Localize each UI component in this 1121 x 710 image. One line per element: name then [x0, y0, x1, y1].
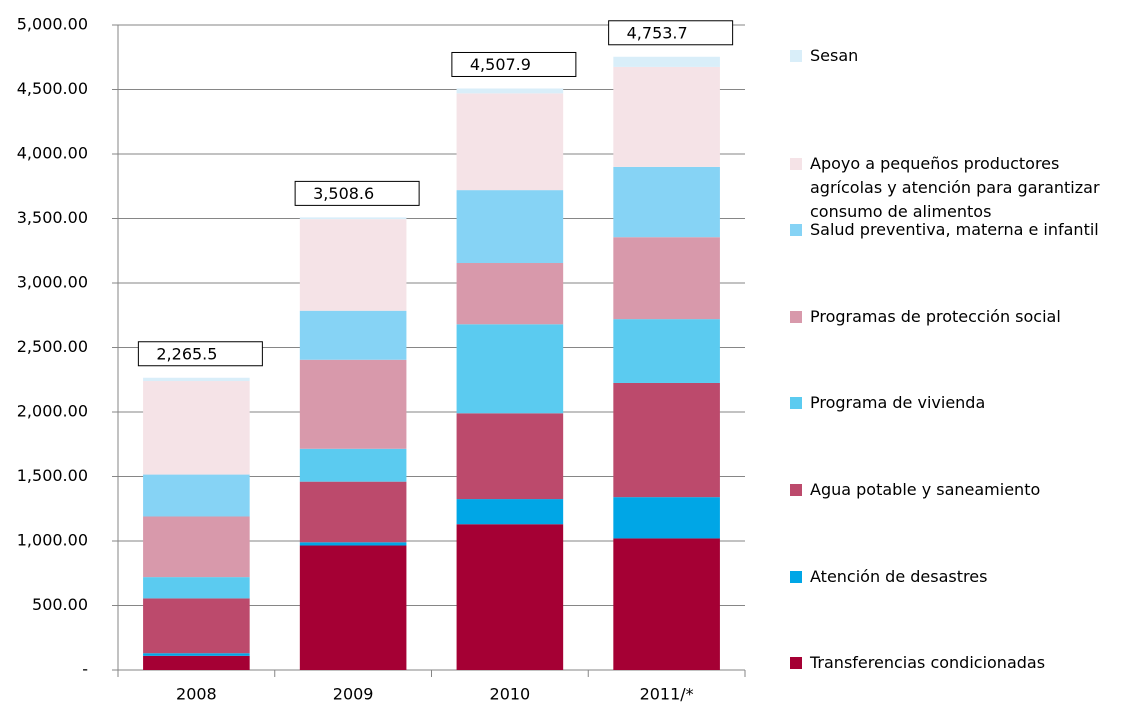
legend-item: Programa de vivienda [790, 391, 1110, 415]
y-tick-label: 1,000.00 [17, 531, 88, 550]
bar-segment [613, 497, 720, 539]
bar-segment [299, 542, 407, 546]
bar-segment [143, 474, 250, 517]
legend-label: Agua potable y saneamiento [810, 480, 1041, 499]
legend-swatch [790, 50, 802, 62]
bar-segment [143, 598, 250, 654]
legend-swatch [790, 158, 802, 170]
bar-segment [613, 166, 720, 238]
legend-item: Atención de desastres [790, 565, 1110, 589]
bar-segment [456, 524, 564, 670]
bar-segment [143, 516, 250, 578]
legend-item: Programas de protección social [790, 305, 1110, 329]
bar-segment [299, 310, 407, 360]
legend-label: Sesan [810, 46, 859, 65]
legend-item: Apoyo a pequeños productores agrícolas y… [790, 152, 1110, 224]
bar-segment [299, 219, 407, 311]
bar-segment [143, 381, 250, 475]
total-label: 4,753.7 [627, 23, 688, 42]
bar-segment [456, 413, 564, 500]
bar-segment [613, 56, 720, 67]
bar-segment [613, 66, 720, 167]
total-label: 3,508.6 [313, 184, 374, 203]
x-tick-label: 2008 [176, 685, 217, 704]
bar-segment [613, 319, 720, 383]
legend-item: Agua potable y saneamiento [790, 478, 1110, 502]
y-tick-label: 1,500.00 [17, 466, 88, 485]
bar-segment [456, 263, 564, 325]
bar-segment [143, 577, 250, 599]
total-label: 2,265.5 [156, 344, 217, 363]
legend-label: Programas de protección social [810, 307, 1061, 326]
x-tick-label: 2009 [333, 685, 374, 704]
bar-segment [456, 499, 564, 525]
legend-swatch [790, 311, 802, 323]
bar-segment [456, 190, 564, 264]
y-tick-label: 5,000.00 [17, 15, 88, 34]
legend-label: Transferencias condicionadas [810, 653, 1046, 672]
bar-segment [299, 545, 407, 670]
bar-segment [456, 93, 564, 191]
legend-label: Atención de desastres [810, 567, 988, 586]
x-tick-label: 2011/* [640, 685, 694, 704]
y-tick-label: 4,500.00 [17, 79, 88, 98]
legend-item: Transferencias condicionadas [790, 651, 1110, 675]
y-tick-label: 3,000.00 [17, 273, 88, 292]
bar-segment [143, 377, 250, 382]
bar-segment [456, 324, 564, 414]
legend-swatch [790, 224, 802, 236]
total-box [608, 20, 734, 46]
bar-segment [143, 653, 250, 656]
bar-segment [299, 217, 407, 220]
legend-label: Salud preventiva, materna e infantil [810, 220, 1099, 239]
bar-segment [613, 538, 720, 670]
bar-segment [613, 382, 720, 498]
x-tick-label: 2010 [490, 685, 531, 704]
total-box [294, 180, 420, 206]
y-tick-label: 4,000.00 [17, 144, 88, 163]
y-tick-label: - [82, 660, 88, 679]
legend-swatch [790, 397, 802, 409]
y-tick-label: 2,500.00 [17, 337, 88, 356]
legend-label: Programa de vivienda [810, 393, 986, 412]
legend-label: Apoyo a pequeños productores agrícolas y… [810, 154, 1100, 221]
bar-segment [143, 655, 250, 670]
legend-swatch [790, 571, 802, 583]
total-box [137, 341, 263, 367]
bar-segment [299, 359, 407, 449]
bar-segment [456, 88, 564, 94]
legend-swatch [790, 657, 802, 669]
bar-segment [299, 481, 407, 543]
y-tick-label: 2,000.00 [17, 402, 88, 421]
total-label: 4,507.9 [470, 55, 531, 74]
y-tick-label: 500.00 [32, 595, 88, 614]
legend-swatch [790, 484, 802, 496]
total-box [451, 51, 577, 77]
legend-item: Salud preventiva, materna e infantil [790, 218, 1110, 242]
legend-item: Sesan [790, 44, 1110, 68]
bar-segment [299, 448, 407, 482]
bar-segment [613, 237, 720, 320]
y-tick-label: 3,500.00 [17, 208, 88, 227]
